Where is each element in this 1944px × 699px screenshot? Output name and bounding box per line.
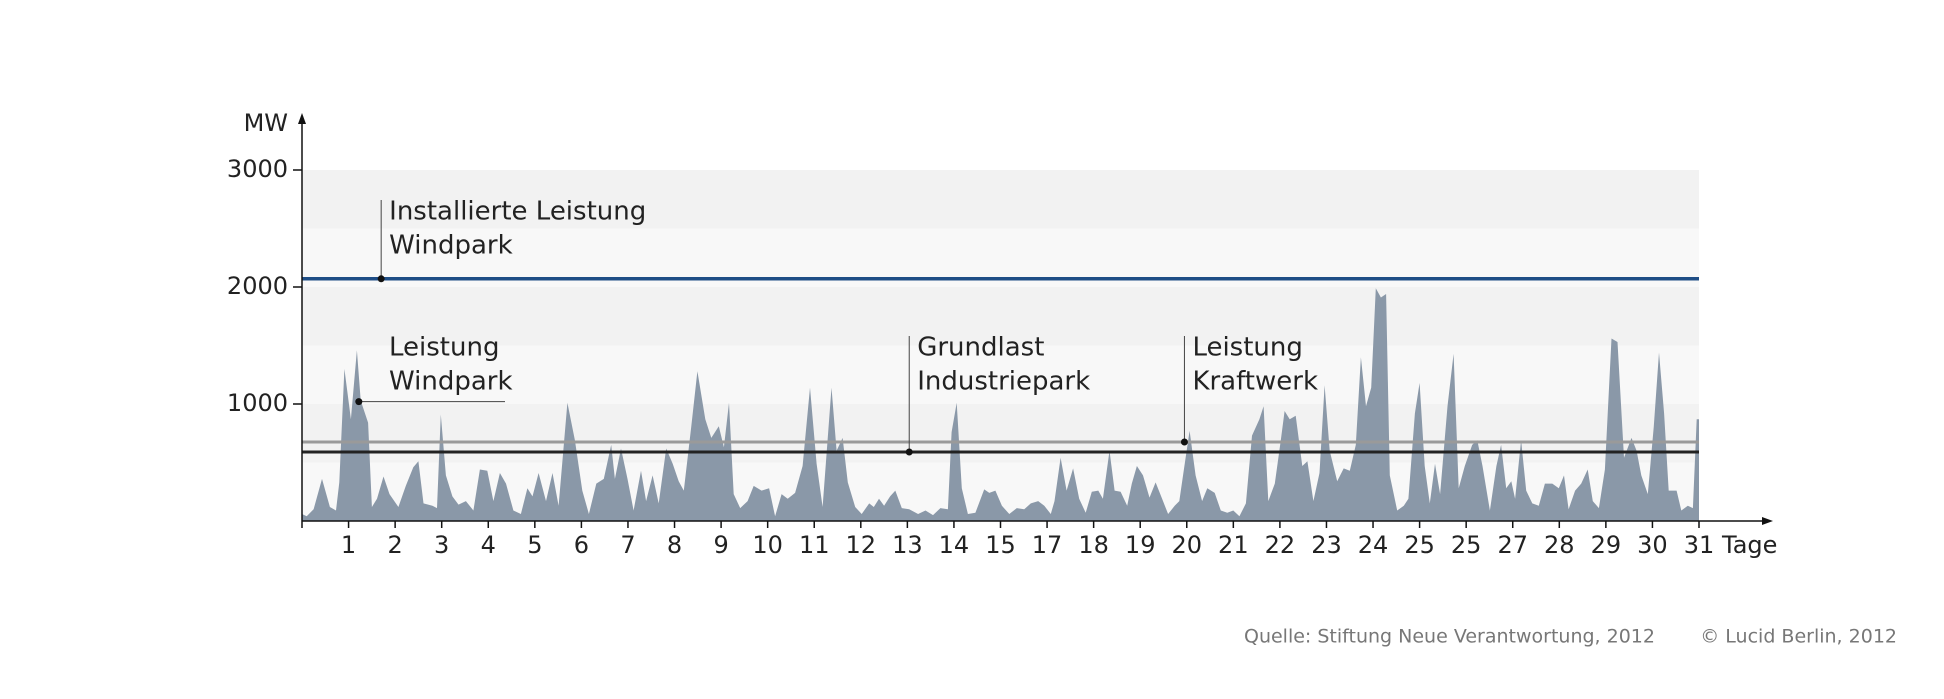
y-axis-arrow (298, 113, 306, 124)
x-tick-label: 31 (1684, 531, 1715, 559)
x-tick-label: 13 (892, 531, 923, 559)
x-tick-label: 2 (387, 531, 402, 559)
background-band (302, 287, 1699, 346)
annotation-label: Industriepark (917, 367, 1090, 397)
annotation-label: Windpark (389, 231, 513, 261)
x-tick-label: 24 (1358, 531, 1389, 559)
x-tick-label: 5 (527, 531, 542, 559)
x-tick-label: 19 (1125, 531, 1156, 559)
annotation-dot (377, 275, 385, 283)
annotation-label: Grundlast (917, 333, 1044, 363)
x-tick-label: 11 (799, 531, 830, 559)
annotation-label: Windpark (389, 367, 513, 397)
annotation-dot (355, 398, 363, 406)
y-tick-label: 2000 (227, 272, 288, 300)
x-tick-label: 25 (1404, 531, 1435, 559)
x-tick-label: 17 (1032, 531, 1063, 559)
source: Quelle: Stiftung Neue Verantwortung, 201… (1244, 626, 1655, 648)
annotation-label: Kraftwerk (1192, 367, 1318, 397)
x-tick-label: 14 (939, 531, 970, 559)
x-tick-label: 7 (620, 531, 635, 559)
y-axis-label: MW (244, 109, 288, 137)
y-tick-label: 3000 (227, 155, 288, 183)
x-tick-label: 4 (481, 531, 496, 559)
x-tick-label: 30 (1637, 531, 1668, 559)
x-tick-label: 12 (846, 531, 877, 559)
y-tick-label: 1000 (227, 389, 288, 417)
x-tick-label: 29 (1591, 531, 1622, 559)
x-tick-label: 28 (1544, 531, 1575, 559)
credit: © Lucid Berlin, 2012 (1700, 626, 1897, 648)
x-tick-label: 3 (434, 531, 449, 559)
annotation-label: Leistung (1192, 333, 1302, 363)
x-tick-label: 9 (713, 531, 728, 559)
x-tick-label: 25 (1451, 531, 1482, 559)
background-band (302, 345, 1699, 404)
annotation-dot (1180, 438, 1188, 446)
x-tick-label: 20 (1171, 531, 1202, 559)
annotation-dot (905, 448, 913, 456)
annotation-label: Leistung (389, 333, 499, 363)
background-band (302, 170, 1699, 229)
x-tick-label: 1 (341, 531, 356, 559)
x-tick-label: 6 (574, 531, 589, 559)
x-tick-label: 22 (1265, 531, 1296, 559)
x-tick-label: 23 (1311, 531, 1342, 559)
x-tick-label: 18 (1078, 531, 1109, 559)
x-axis-label: Tage (1721, 531, 1777, 559)
background-band (302, 404, 1699, 463)
x-axis-arrow (1762, 517, 1773, 525)
x-tick-label: 8 (667, 531, 682, 559)
area (302, 288, 1699, 521)
x-tick-label: 10 (752, 531, 783, 559)
annotation-label: Installierte Leistung (389, 197, 646, 227)
x-tick-label: 21 (1218, 531, 1249, 559)
x-tick-label: 27 (1497, 531, 1528, 559)
x-tick-label: 15 (985, 531, 1016, 559)
